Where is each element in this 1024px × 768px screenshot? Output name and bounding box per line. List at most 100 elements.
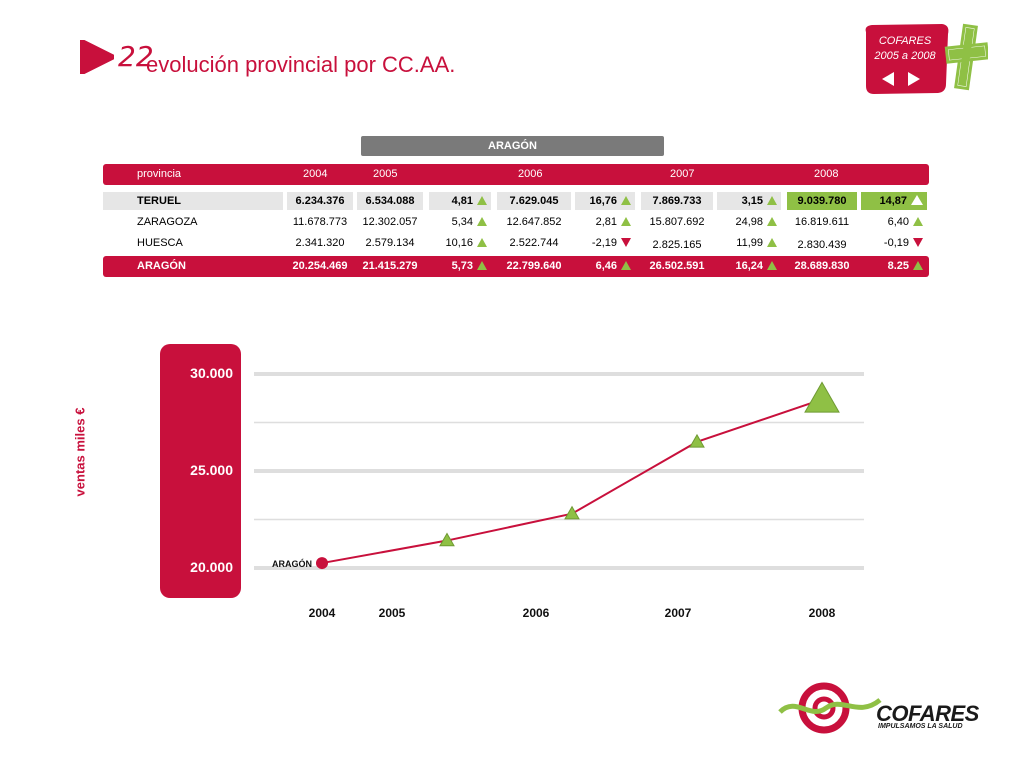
pct-text: 6,40	[887, 216, 909, 228]
cell-value: 7.629.045	[497, 192, 571, 210]
pct-text: 14,87	[879, 195, 907, 207]
period-badge: COFARES 2005 a 2008	[865, 23, 988, 94]
cell-value: 11.678.773	[292, 216, 348, 228]
pct-text: 2,81	[595, 216, 617, 228]
cell-value: 21.415.279	[362, 260, 418, 272]
pct-text: 24,98	[735, 216, 763, 228]
trend-up-icon	[477, 238, 487, 247]
x-tick-label: 2007	[664, 606, 692, 620]
next-arrow-icon	[908, 72, 920, 86]
header-2008: 2008	[814, 168, 839, 180]
pct-text: 5,34	[451, 216, 473, 228]
pct-text: 10,16	[445, 237, 473, 249]
trend-up-icon	[913, 261, 923, 270]
cell-pct: 3,15	[717, 192, 781, 210]
cross-icon	[944, 23, 988, 91]
pct-text: 16,76	[589, 195, 617, 207]
cell-value: 2.522.744	[509, 237, 559, 249]
cell-pct: 2,81	[575, 213, 635, 231]
brand-name: COFARES	[876, 701, 979, 726]
x-tick-label: 2005	[378, 606, 406, 620]
badge-line1: COFARES	[879, 35, 932, 47]
prev-arrow-icon	[882, 72, 894, 86]
trend-up-icon	[477, 196, 487, 205]
cell-pct: 16,76	[575, 192, 635, 210]
cell-pct: 11,99	[717, 234, 781, 252]
y-tick-label: 30.000	[190, 365, 233, 381]
cell-pct: 8.25	[861, 257, 927, 275]
row-name: TERUEL	[103, 192, 283, 210]
cell-pct: 5,34	[429, 213, 491, 231]
y-axis-panel: 30.000 25.000 20.000	[160, 344, 241, 598]
y-tick-label: 20.000	[190, 559, 233, 575]
pct-text: 8.25	[887, 260, 909, 272]
pct-text: -2,19	[591, 237, 617, 249]
cell-value: 22.799.640	[506, 260, 562, 272]
cell-pct: -0,19	[861, 234, 927, 252]
cell-value: 26.502.591	[649, 260, 705, 272]
cell-value: 28.689.830	[794, 260, 850, 272]
row-name: ZARAGOZA	[137, 216, 198, 228]
data-point-marker	[564, 505, 580, 520]
cell-value: 6.534.088	[357, 192, 423, 210]
cell-value: 2.579.134	[365, 237, 415, 249]
trend-up-icon	[477, 261, 487, 270]
table-header: provincia 2004 2005 2006 2007 2008	[103, 164, 929, 185]
header-2004: 2004	[303, 168, 328, 180]
data-point-marker	[439, 532, 455, 547]
trend-up-icon	[621, 196, 631, 205]
table-row: HUESCA 2.341.320 2.579.134 10,16 2.522.7…	[103, 234, 929, 252]
table-row: ZARAGOZA 11.678.773 12.302.057 5,34 12.6…	[103, 213, 929, 231]
brand-tagline: IMPULSAMOS LA SALUD	[878, 723, 963, 730]
badge-line2: 2005 a 2008	[873, 50, 936, 62]
trend-down-icon	[913, 238, 923, 247]
trend-up-icon	[621, 261, 631, 270]
cell-pct: 5,73	[429, 257, 491, 275]
y-tick-label: 25.000	[190, 462, 233, 478]
cell-value: 2.830.439	[797, 239, 847, 251]
trend-up-icon	[477, 217, 487, 226]
cell-pct: 10,16	[429, 234, 491, 252]
pct-text: 4,81	[451, 195, 473, 207]
trend-up-icon	[767, 217, 777, 226]
cell-pct: 14,87	[861, 192, 927, 210]
data-point-marker	[316, 557, 328, 570]
pct-text: 5,73	[451, 260, 473, 272]
x-tick-label: 2008	[808, 606, 836, 620]
row-name: HUESCA	[137, 237, 183, 249]
page-title: evolución provincial por CC.AA.	[146, 52, 456, 77]
pct-text: -0,19	[883, 237, 909, 249]
cell-pct: 4,81	[429, 192, 491, 210]
slide-number: 22	[118, 40, 154, 73]
trend-up-icon	[767, 238, 777, 247]
series-label: ARAGÓN	[272, 558, 312, 569]
cell-value: 15.807.692	[649, 216, 705, 228]
pct-text: 11,99	[736, 237, 763, 249]
cell-value: 12.302.057	[362, 216, 418, 228]
trend-up-outline-icon	[911, 195, 923, 205]
trend-down-icon	[621, 238, 631, 247]
pct-text: 3,15	[741, 195, 763, 207]
cell-value: 16.819.611	[794, 216, 850, 228]
x-tick-label: 2004	[308, 606, 336, 620]
data-point-marker	[689, 433, 705, 448]
cell-pct: 6,40	[861, 213, 927, 231]
cell-value: 12.647.852	[506, 216, 562, 228]
cell-pct: -2,19	[575, 234, 635, 252]
header-2007: 2007	[670, 168, 695, 180]
trend-up-icon	[767, 196, 777, 205]
x-tick-label: 2006	[522, 606, 550, 620]
data-point-marker	[804, 381, 840, 413]
trend-up-icon	[913, 217, 923, 226]
header-2006: 2006	[518, 168, 543, 180]
table-total-row: ARAGÓN 20.254.469 21.415.279 5,73 22.799…	[103, 256, 929, 277]
cell-value: 6.234.376	[287, 192, 353, 210]
cell-pct: 24,98	[717, 213, 781, 231]
cell-value: 7.869.733	[641, 192, 713, 210]
row-name: ARAGÓN	[137, 260, 186, 272]
trend-up-icon	[621, 217, 631, 226]
cofares-logo-icon	[778, 682, 882, 734]
header-provincia: provincia	[137, 168, 182, 180]
line-chart: ARAGÓN	[254, 372, 864, 570]
region-header: ARAGÓN	[361, 136, 664, 156]
